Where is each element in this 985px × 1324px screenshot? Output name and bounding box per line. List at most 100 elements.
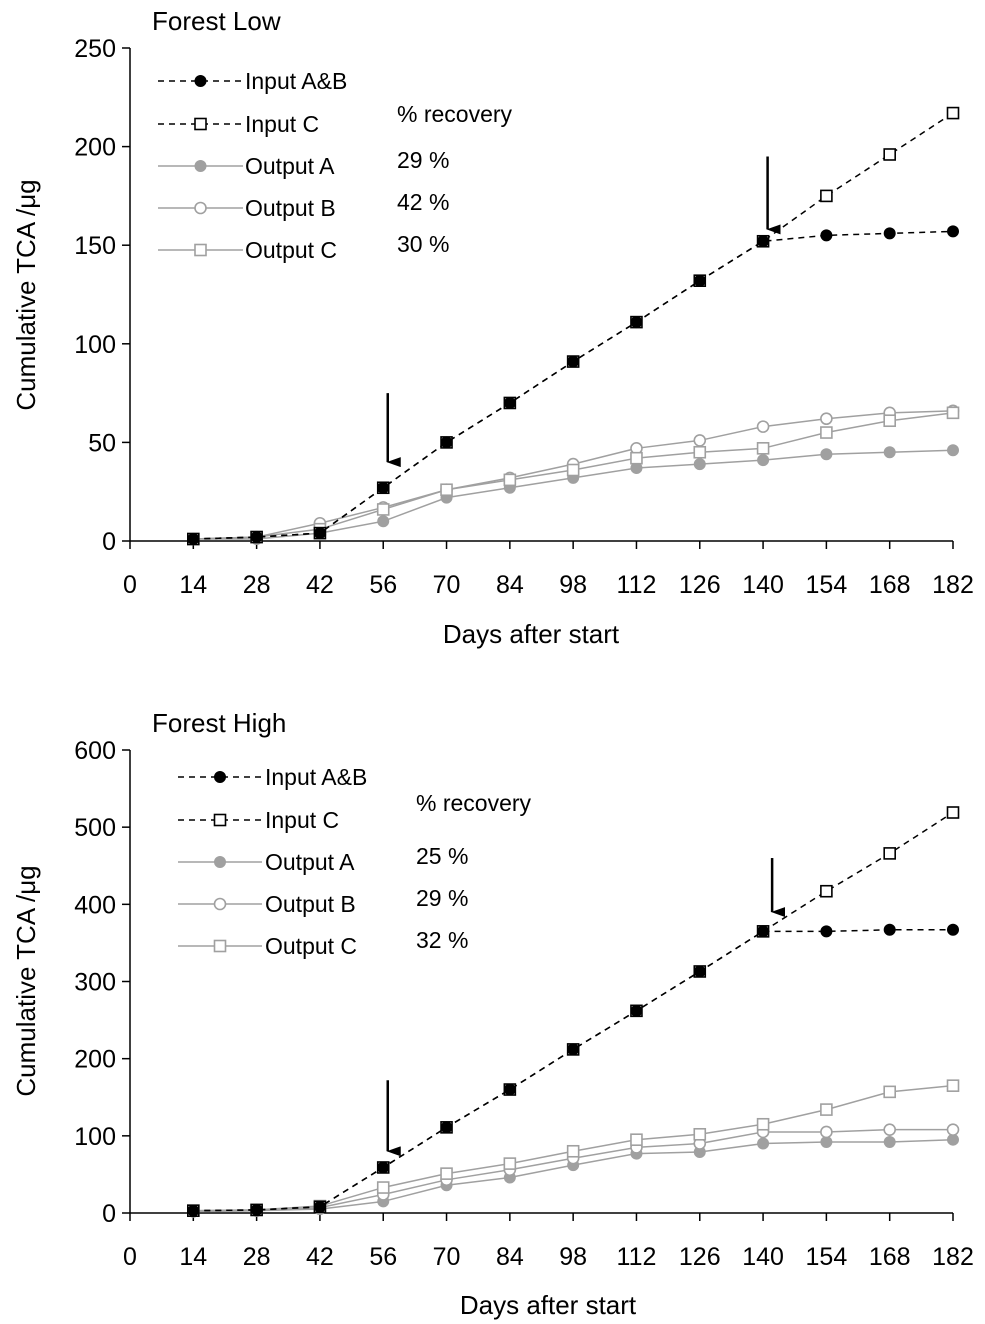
data-point xyxy=(820,448,833,461)
data-point xyxy=(820,412,833,426)
data-point xyxy=(757,925,770,938)
recovery-header: % recovery xyxy=(397,101,513,127)
y-tick-label: 250 xyxy=(74,35,116,63)
x-tick-label: 182 xyxy=(932,1243,974,1271)
legend-label: Output C xyxy=(245,237,337,263)
data-point xyxy=(757,235,770,248)
y-tick-label: 100 xyxy=(74,331,116,359)
y-tick-label: 0 xyxy=(102,528,116,556)
x-tick-label: 84 xyxy=(496,1243,524,1271)
data-point xyxy=(947,923,959,936)
data-point xyxy=(194,201,207,215)
data-point xyxy=(883,923,896,936)
legend: Input A&B Input C Output A 25 % Output B 29 %… xyxy=(178,764,468,959)
data-point xyxy=(503,1157,517,1170)
x-tick-label: 84 xyxy=(496,571,524,599)
data-point xyxy=(503,396,516,409)
data-point xyxy=(693,1127,707,1141)
legend-entry: Input A&B xyxy=(178,764,367,790)
recovery-header: % recovery xyxy=(416,790,532,816)
series-line xyxy=(193,230,954,540)
data-point xyxy=(820,925,833,938)
data-point xyxy=(820,426,833,439)
legend-entry: Output A 25 % xyxy=(178,843,468,875)
data-point xyxy=(883,148,896,161)
data-point xyxy=(377,481,390,494)
x-tick-label: 28 xyxy=(243,1243,271,1271)
y-tick-label: 200 xyxy=(74,134,116,162)
y-tick-label: 100 xyxy=(74,1123,116,1151)
data-point xyxy=(946,106,960,120)
chart-title: Forest Low xyxy=(152,6,281,36)
y-tick-label: 300 xyxy=(74,969,116,997)
data-point xyxy=(503,1083,516,1096)
x-tick-label: 126 xyxy=(679,1243,721,1271)
recovery-value: 42 % xyxy=(397,189,449,215)
data-point xyxy=(820,189,833,203)
x-tick-label: 70 xyxy=(433,1243,461,1271)
x-tick-label: 56 xyxy=(369,1243,397,1271)
legend-entry: Input A&B xyxy=(158,68,347,94)
x-tick-label: 112 xyxy=(617,1243,657,1271)
legend: Input A&B Input C Output A 29 % Output B 42 %… xyxy=(158,68,449,263)
legend-entry: Output A 29 % xyxy=(158,147,449,179)
legend-entry: Output B 29 % xyxy=(178,885,468,917)
data-point xyxy=(630,316,643,329)
x-tick-label: 0 xyxy=(123,1243,137,1271)
data-point xyxy=(883,1136,896,1149)
data-point xyxy=(693,965,706,978)
data-point xyxy=(820,1125,833,1139)
y-tick-label: 600 xyxy=(74,737,116,765)
x-tick-label: 154 xyxy=(806,1243,848,1271)
data-point xyxy=(820,229,833,242)
x-axis-title: Days after start xyxy=(443,619,620,649)
data-point xyxy=(693,434,707,447)
legend-label: Input A&B xyxy=(245,68,347,94)
chart-panel-forest-high: Forest High Cumulative TCA /μg Days afte… xyxy=(11,708,974,1320)
y-axis-title: Cumulative TCA /μg xyxy=(11,865,41,1096)
data-point xyxy=(630,1004,643,1017)
legend-label: Output A xyxy=(265,849,355,875)
legend-entry: Output C 32 % xyxy=(178,927,468,959)
chart-title: Forest High xyxy=(152,708,286,738)
data-point xyxy=(377,515,390,528)
legend-label: Input A&B xyxy=(265,764,367,790)
data-point xyxy=(630,1133,643,1146)
recovery-value: 25 % xyxy=(416,843,468,869)
x-tick-label: 154 xyxy=(806,571,848,599)
legend-label: Output C xyxy=(265,933,357,959)
recovery-value: 30 % xyxy=(397,231,449,257)
x-tick-label: 42 xyxy=(306,1243,334,1271)
data-point xyxy=(440,1167,453,1180)
series-output-c xyxy=(187,406,960,546)
data-point xyxy=(756,1117,770,1131)
y-tick-label: 0 xyxy=(102,1200,116,1228)
x-axis-title: Days after start xyxy=(460,1290,637,1320)
x-tick-label: 140 xyxy=(742,571,784,599)
data-point xyxy=(946,1123,960,1136)
y-tick-label: 500 xyxy=(74,814,116,842)
data-point xyxy=(693,458,706,471)
data-point xyxy=(194,117,207,131)
data-point xyxy=(213,813,227,827)
annotation-arrows xyxy=(386,156,781,468)
data-point xyxy=(376,503,390,516)
data-point xyxy=(213,939,227,953)
legend-label: Output B xyxy=(265,891,356,917)
data-point xyxy=(757,454,770,467)
data-point xyxy=(946,406,960,420)
x-tick-label: 168 xyxy=(869,1243,911,1271)
data-point xyxy=(440,436,453,449)
data-point xyxy=(883,414,896,428)
x-tick-label: 42 xyxy=(306,571,334,599)
data-point xyxy=(213,897,227,911)
data-point xyxy=(313,527,326,540)
data-point xyxy=(440,483,453,497)
data-point xyxy=(630,451,643,465)
legend-entry: Input C xyxy=(158,111,319,137)
recovery-value: 32 % xyxy=(416,927,468,953)
recovery-value: 29 % xyxy=(416,885,468,911)
plot-area xyxy=(187,106,960,546)
chart-panel-forest-low: Forest Low Cumulative TCA /μg Days after… xyxy=(11,6,974,649)
